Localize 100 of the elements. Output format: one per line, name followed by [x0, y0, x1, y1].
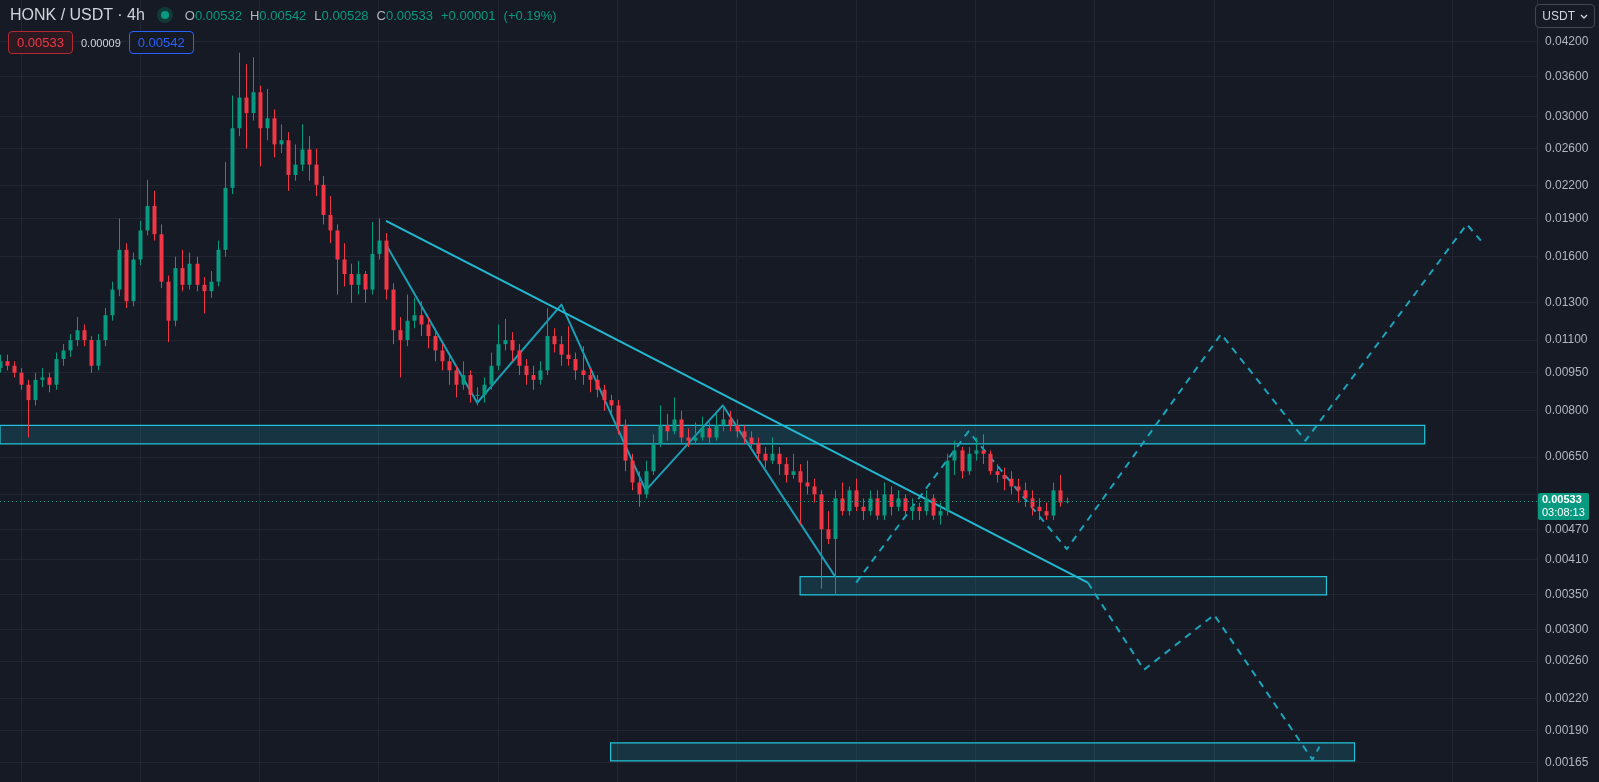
candlestick	[363, 270, 368, 304]
candlestick	[440, 343, 445, 371]
candlestick	[609, 394, 614, 415]
candlestick	[777, 446, 782, 476]
candlestick	[517, 343, 522, 376]
chart-title: HONK / USDT · 4h	[10, 6, 145, 24]
candlestick	[700, 416, 705, 442]
candlestick	[405, 293, 410, 347]
candlestick	[854, 478, 859, 512]
candlestick	[791, 453, 796, 480]
candlestick	[1037, 497, 1042, 521]
candlestick	[433, 327, 438, 362]
y-tick-label: 0.00260	[1545, 653, 1589, 668]
candlestick	[784, 456, 789, 483]
y-tick-label: 0.03600	[1545, 68, 1589, 83]
candlestick	[875, 489, 880, 521]
candlestick	[798, 463, 803, 526]
candlestick	[742, 424, 747, 445]
candlestick	[559, 335, 564, 367]
candlestick	[412, 297, 417, 329]
candlestick	[524, 358, 529, 386]
candlestick	[1058, 474, 1063, 508]
candlestick	[426, 316, 431, 349]
candlestick	[342, 242, 347, 287]
candlestick	[665, 413, 670, 442]
candlestick	[686, 427, 691, 448]
candlestick	[763, 446, 768, 469]
text: O0.00532 H0.00542 L0.00528 C0.00533 +0.00001 (+0.19%)	[184, 7, 557, 23]
candlestick	[728, 410, 733, 432]
candlestick	[251, 56, 256, 122]
candlestick	[40, 367, 45, 388]
y-tick-label: 0.04200	[1545, 34, 1589, 49]
y-axis-title: USDT	[1542, 9, 1575, 23]
annotation: 0.00009	[81, 36, 121, 49]
candlestick	[33, 372, 38, 406]
annotation: 0.00542	[128, 31, 194, 54]
candlestick	[693, 421, 698, 445]
candlestick	[974, 437, 979, 462]
candlestick	[489, 352, 494, 391]
candlestick	[749, 430, 754, 451]
candlestick	[1023, 482, 1028, 508]
line-series	[1086, 581, 1321, 761]
candlestick	[356, 260, 361, 295]
candlestick	[180, 249, 185, 292]
candlestick	[26, 379, 31, 438]
candlestick	[658, 404, 663, 448]
candlestick	[496, 323, 501, 371]
y-tick-label: 0.00165	[1545, 754, 1589, 769]
candlestick	[328, 195, 333, 244]
candlestick	[482, 376, 487, 404]
ref-line-label: 0.00533	[1542, 493, 1583, 507]
y-tick-label: 0.02600	[1545, 140, 1589, 155]
y-tick-label: 0.01900	[1545, 210, 1589, 225]
candlestick	[644, 460, 649, 499]
y-tick-label: 0.00300	[1545, 621, 1589, 636]
candlestick	[454, 365, 459, 398]
y-tick-label: 0.03000	[1545, 109, 1589, 124]
candlestick	[616, 399, 621, 435]
y-tick-label: 0.00220	[1545, 690, 1589, 705]
candlestick	[47, 372, 52, 393]
candlestick	[721, 404, 726, 432]
candlestick	[756, 437, 761, 462]
y-tick-label: 0.00410	[1545, 552, 1589, 567]
candlestick	[960, 446, 965, 480]
candlestick	[903, 493, 908, 517]
annotation: 0.00533	[8, 31, 73, 54]
text: 03:08:13	[1542, 506, 1585, 520]
y-tick-label: 0.00350	[1545, 587, 1589, 602]
candlestick	[1016, 478, 1021, 504]
candlestick	[61, 343, 66, 367]
candlestick	[952, 440, 957, 476]
candlestick	[314, 148, 319, 197]
candlestick	[981, 433, 986, 465]
candlestick	[187, 252, 192, 291]
candlestick	[202, 276, 207, 314]
candlestick	[672, 396, 677, 435]
candlestick	[630, 453, 635, 491]
candlestick	[595, 374, 600, 398]
candlestick	[510, 331, 515, 362]
candlestick	[679, 410, 684, 445]
line-series	[855, 223, 1482, 584]
candlestick	[812, 478, 817, 504]
y-tick-label: 0.00190	[1545, 723, 1589, 738]
candlestick	[566, 325, 571, 367]
candlestick	[531, 365, 536, 391]
candlestick	[538, 360, 543, 386]
candlestick	[195, 256, 200, 292]
candlestick	[707, 421, 712, 445]
candlestick	[931, 493, 936, 521]
candlestick	[861, 497, 866, 521]
candlestick	[1009, 470, 1014, 495]
candlestick	[552, 327, 557, 354]
candlestick	[475, 386, 480, 406]
candlestick	[68, 333, 73, 358]
candlestick	[503, 318, 508, 351]
y-tick-label: 0.01300	[1545, 295, 1589, 310]
candlestick	[209, 270, 214, 299]
candlestick	[307, 135, 312, 182]
y-tick-label: 0.02200	[1545, 178, 1589, 193]
candlestick	[279, 123, 284, 154]
